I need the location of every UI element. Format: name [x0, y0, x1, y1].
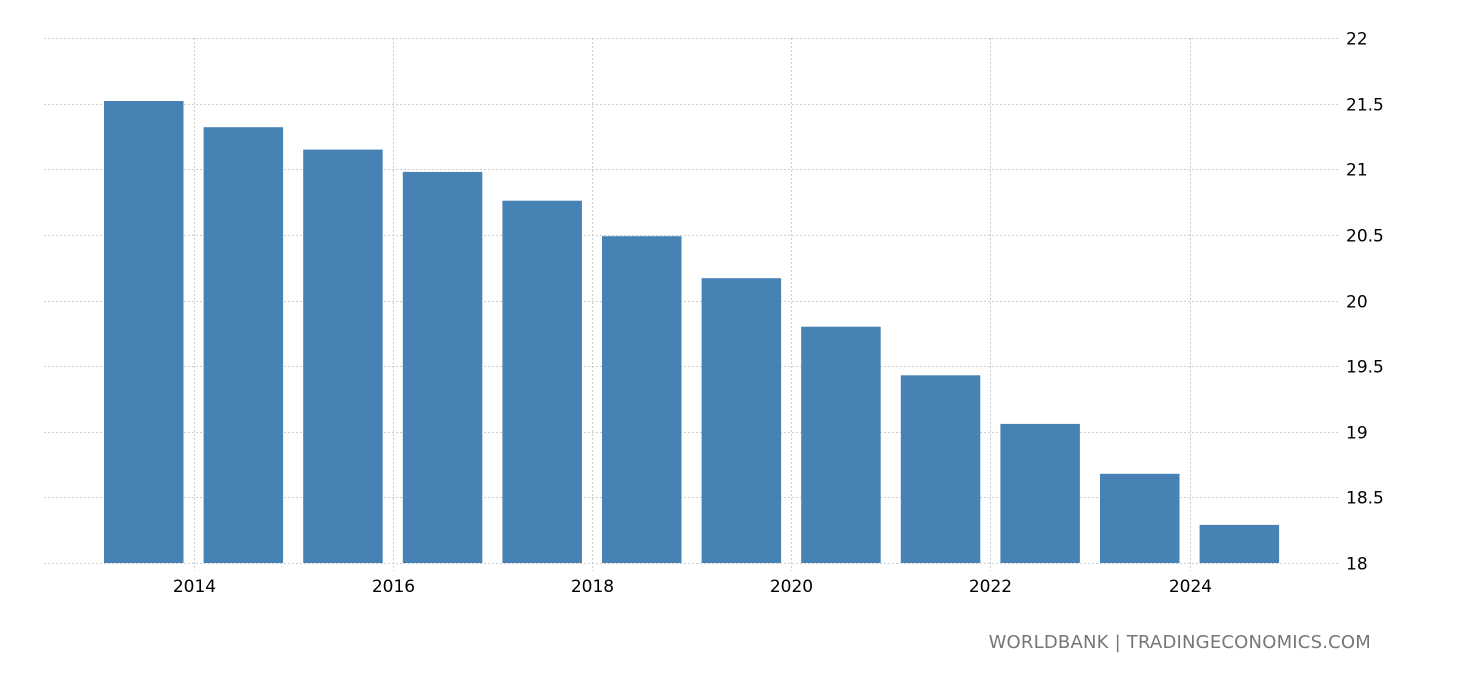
vertical-gridlines	[194, 38, 1191, 571]
x-tick-label: 2024	[1169, 577, 1212, 597]
x-axis-ticks: 2014 2016 2018 2020 2022 2024	[173, 577, 1212, 597]
y-tick-label: 19.5	[1346, 358, 1384, 378]
bar-2021	[900, 375, 981, 563]
bar-2024	[1199, 524, 1280, 563]
source-attribution: WORLDBANK | TRADINGECONOMICS.COM	[988, 632, 1371, 653]
bar-series	[104, 101, 1280, 563]
y-tick-label: 21	[1346, 161, 1368, 181]
x-tick-label: 2022	[969, 577, 1012, 597]
x-tick-label: 2016	[372, 577, 415, 597]
y-tick-label: 20.5	[1346, 227, 1384, 247]
x-tick-label: 2020	[770, 577, 813, 597]
y-tick-label: 20	[1346, 293, 1368, 313]
y-axis-ticks: 18 18.5 19 19.5 20 20.5 21 21.5 22	[1346, 30, 1384, 575]
x-tick-label: 2018	[571, 577, 614, 597]
y-tick-label: 18	[1346, 555, 1368, 575]
y-tick-label: 19	[1346, 424, 1368, 444]
bar-2023	[1100, 473, 1180, 563]
bar-2016	[402, 171, 483, 563]
bar-2022	[1000, 423, 1080, 563]
bar-2019	[701, 278, 782, 563]
bar-2018	[602, 236, 682, 563]
x-tick-label: 2014	[173, 577, 216, 597]
bar-2015	[303, 149, 383, 563]
y-tick-label: 18.5	[1346, 489, 1384, 509]
bar-2013	[104, 101, 184, 563]
bar-2017	[502, 200, 582, 563]
y-tick-label: 22	[1346, 30, 1368, 50]
bar-2020	[801, 326, 881, 563]
bar-2014	[203, 127, 284, 563]
y-tick-label: 21.5	[1346, 96, 1384, 116]
